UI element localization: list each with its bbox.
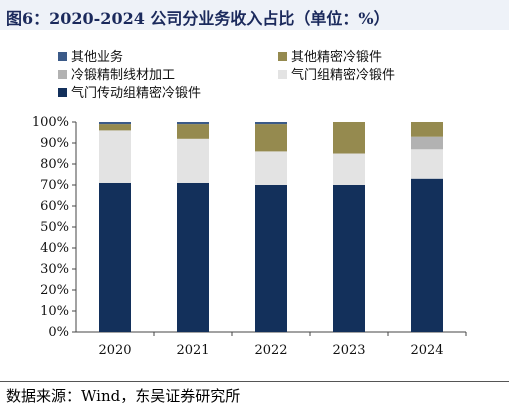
x-tick-label: 2024: [410, 343, 443, 358]
bar-segment: [177, 122, 209, 125]
legend-swatch: [58, 88, 67, 97]
bar-segment: [255, 185, 287, 332]
legend-swatch: [58, 52, 67, 61]
legend-label: 其他精密冷锻件: [291, 49, 382, 65]
bar-segment: [333, 122, 365, 154]
bar-segment: [411, 122, 443, 137]
y-tick-label: 0%: [48, 325, 69, 340]
bar-segment: [177, 182, 209, 332]
title-bar: [0, 0, 509, 30]
legend-label: 冷锻精制线材加工: [71, 68, 175, 83]
bar-segment: [255, 151, 287, 185]
legend-label: 气门组精密冷锻件: [291, 67, 395, 83]
bar-segment: [411, 178, 443, 332]
bar-segment: [99, 182, 131, 332]
bar-segment: [255, 124, 287, 152]
bar-segment: [99, 122, 131, 125]
bar-segment: [411, 149, 443, 179]
y-tick-label: 100%: [32, 115, 69, 130]
bar-segment: [177, 124, 209, 139]
bar-segment: [99, 130, 131, 183]
legend-label: 气门传动组精密冷锻件: [71, 85, 201, 101]
x-tick-label: 2021: [176, 343, 209, 358]
y-tick-label: 50%: [40, 220, 69, 235]
bar-segment: [255, 122, 287, 125]
y-tick-label: 10%: [40, 304, 69, 319]
legend-label: 其他业务: [71, 49, 123, 65]
y-tick-label: 70%: [40, 178, 69, 193]
y-tick-label: 60%: [40, 199, 69, 214]
bar-segment: [99, 124, 131, 131]
data-source: 数据来源：Wind，东吴证券研究所: [6, 387, 241, 405]
y-tick-label: 20%: [40, 283, 69, 298]
chart-title: 图6：2020-2024 公司分业务收入占比（单位：%）: [6, 9, 390, 28]
x-tick-label: 2022: [254, 343, 287, 358]
bar-segment: [333, 153, 365, 185]
y-tick-label: 40%: [40, 241, 69, 256]
x-tick-label: 2020: [98, 343, 131, 358]
x-tick-label: 2023: [332, 343, 365, 358]
legend-swatch: [278, 52, 287, 61]
legend-swatch: [278, 70, 287, 79]
y-tick-label: 30%: [40, 262, 69, 277]
bar-segment: [177, 138, 209, 183]
bar-segment: [411, 136, 443, 150]
bar-segment: [333, 185, 365, 332]
y-tick-label: 90%: [40, 136, 69, 151]
y-tick-label: 80%: [40, 157, 69, 172]
footer-divider: [0, 381, 509, 382]
legend-swatch: [58, 70, 67, 79]
